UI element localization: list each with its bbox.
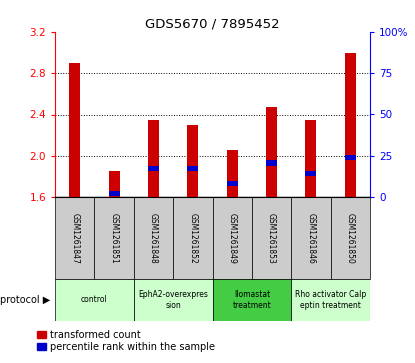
Bar xyxy=(212,197,252,279)
Text: GSM1261849: GSM1261849 xyxy=(228,213,237,264)
Bar xyxy=(148,166,159,171)
Bar xyxy=(55,279,134,321)
Bar xyxy=(266,107,277,197)
Text: GSM1261850: GSM1261850 xyxy=(346,213,355,264)
Text: control: control xyxy=(81,295,108,305)
Bar xyxy=(134,279,212,321)
Text: Ilomastat
treatment: Ilomastat treatment xyxy=(232,290,271,310)
Bar xyxy=(212,279,291,321)
Bar xyxy=(345,53,356,197)
Bar xyxy=(69,63,80,197)
Text: EphA2-overexpres
sion: EphA2-overexpres sion xyxy=(138,290,208,310)
Bar xyxy=(227,150,238,197)
Text: GSM1261851: GSM1261851 xyxy=(110,213,119,264)
Bar xyxy=(345,155,356,160)
Text: GSM1261852: GSM1261852 xyxy=(188,213,197,264)
Bar xyxy=(252,197,291,279)
Bar xyxy=(291,279,370,321)
Bar xyxy=(187,125,198,197)
Text: protocol ▶: protocol ▶ xyxy=(0,295,50,305)
Text: GSM1261848: GSM1261848 xyxy=(149,213,158,264)
Bar xyxy=(305,171,317,176)
Title: GDS5670 / 7895452: GDS5670 / 7895452 xyxy=(145,18,280,31)
Bar xyxy=(173,197,212,279)
Bar xyxy=(134,197,173,279)
Bar xyxy=(109,171,120,197)
Bar xyxy=(331,197,370,279)
Text: GSM1261847: GSM1261847 xyxy=(70,213,79,264)
Bar xyxy=(55,197,94,279)
Text: Rho activator Calp
eptin treatment: Rho activator Calp eptin treatment xyxy=(295,290,366,310)
Bar xyxy=(94,197,134,279)
Legend: transformed count, percentile rank within the sample: transformed count, percentile rank withi… xyxy=(37,330,215,352)
Text: GSM1261846: GSM1261846 xyxy=(306,213,315,264)
Bar xyxy=(266,160,277,166)
Bar xyxy=(148,120,159,197)
Text: GSM1261853: GSM1261853 xyxy=(267,213,276,264)
Bar xyxy=(187,166,198,171)
Bar xyxy=(291,197,331,279)
Bar xyxy=(227,181,238,186)
Bar xyxy=(109,191,120,196)
Bar xyxy=(305,120,317,197)
